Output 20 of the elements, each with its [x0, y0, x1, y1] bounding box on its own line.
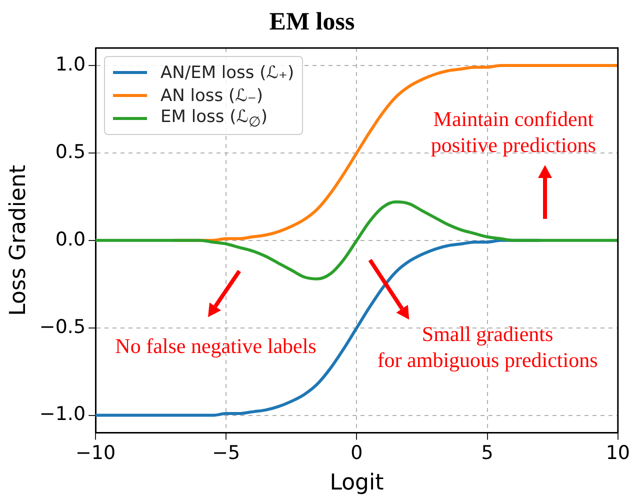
- x-tick-label: −10: [75, 442, 116, 464]
- y-tick-label: 1.0: [55, 53, 86, 76]
- y-axis-title: Loss Gradient: [6, 164, 31, 316]
- y-tick-label: −0.5: [39, 316, 86, 338]
- x-axis-title: Logit: [330, 470, 384, 496]
- x-tick-label: −5: [212, 442, 240, 464]
- annotation: Small gradients for ambiguous predictions: [377, 321, 598, 374]
- annotation: No false negative labels: [115, 332, 316, 359]
- legend-label: AN/EM loss (ℒ₊): [160, 62, 294, 82]
- x-tick-label: 5: [481, 442, 494, 464]
- chart-title: EM loss: [269, 8, 355, 36]
- y-tick-label: −1.0: [39, 403, 86, 426]
- annotation: Maintain confident positive predictions: [430, 106, 596, 158]
- line-series: [96, 200, 618, 280]
- y-tick-label: 0.0: [55, 228, 86, 250]
- legend-label: EM loss (ℒ$_{∅}$): [160, 106, 268, 130]
- legend-label: AN loss (ℒ₋): [160, 86, 264, 106]
- x-tick-label: 0: [350, 442, 363, 464]
- y-tick-label: 0.5: [55, 140, 86, 163]
- x-tick-label: 10: [606, 442, 630, 464]
